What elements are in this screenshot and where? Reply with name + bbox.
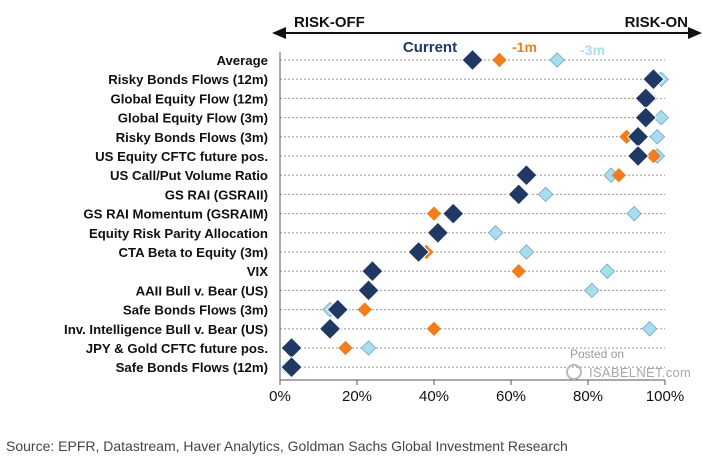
marker-series-1: [407, 240, 430, 264]
marker-series-2: [426, 206, 442, 221]
marker-series-3: [599, 263, 616, 279]
legend-label-1: Current: [403, 39, 457, 56]
category-label: Global Equity Flow (12m): [110, 91, 268, 106]
marker-series-1: [626, 125, 650, 149]
category-label: US Call/Put Volume Ratio: [110, 168, 268, 183]
category-label: Average: [216, 53, 268, 68]
marker-series-3: [584, 282, 600, 299]
x-tick-label: 80%: [573, 388, 603, 405]
category-label: Inv. Intelligence Bull v. Bear (US): [64, 322, 268, 337]
marker-series-2: [426, 321, 442, 336]
watermark-site: ISABELNET.com: [589, 365, 692, 380]
watermark-posted: Posted on: [570, 347, 625, 361]
marker-series-1: [318, 317, 342, 341]
marker-series-3: [649, 129, 666, 145]
header-risk-on: RISK-ON: [625, 14, 688, 31]
category-label: US Equity CFTC future pos.: [95, 149, 268, 164]
marker-series-1: [357, 279, 380, 302]
source-note: Source: EPFR, Datastream, Haver Analytic…: [6, 438, 568, 454]
marker-series-1: [280, 355, 303, 379]
marker-series-1: [280, 336, 303, 360]
marker-series-3: [653, 109, 669, 126]
marker-series-3: [641, 321, 658, 337]
marker-series-3: [626, 205, 642, 222]
marker-series-2: [511, 264, 526, 279]
marker-series-1: [461, 48, 484, 72]
marker-series-2: [357, 302, 372, 317]
marker-series-3: [518, 244, 535, 260]
marker-series-3: [487, 225, 504, 241]
arrow-right-icon: [688, 27, 702, 39]
x-tick-label: 40%: [419, 388, 449, 405]
category-label: Safe Bonds Flows (3m): [123, 303, 268, 318]
marker-series-1: [626, 144, 650, 168]
marker-series-1: [442, 202, 465, 225]
legend-label-2: -1m: [512, 39, 537, 55]
marker-series-1: [634, 87, 657, 110]
x-tick-label: 100%: [646, 388, 684, 405]
marker-series-1: [326, 298, 349, 321]
category-label: CTA Beta to Equity (3m): [119, 245, 268, 260]
arrow-left-icon: [272, 27, 286, 39]
marker-series-1: [642, 67, 665, 91]
watermark-logo-icon: [566, 364, 582, 380]
category-label: Global Equity Flow (3m): [118, 111, 268, 126]
header-risk-off: RISK-OFF: [294, 14, 365, 31]
x-tick-label: 60%: [496, 388, 526, 405]
category-label: VIX: [247, 264, 268, 279]
marker-series-2: [646, 148, 661, 164]
category-label: AAII Bull v. Bear (US): [136, 283, 268, 298]
category-label: Equity Risk Parity Allocation: [89, 226, 268, 241]
marker-series-1: [507, 183, 530, 206]
category-label: Risky Bonds Flows (3m): [116, 130, 268, 145]
category-label: GS RAI Momentum (GSRAIM): [83, 207, 268, 222]
marker-series-1: [515, 163, 538, 187]
marker-series-1: [361, 259, 384, 283]
legend-label-3: -3m: [580, 42, 605, 58]
category-label: Risky Bonds Flows (12m): [108, 72, 268, 87]
marker-series-1: [634, 106, 657, 129]
marker-series-2: [492, 52, 507, 68]
marker-series-1: [426, 221, 450, 245]
x-tick-label: 20%: [342, 388, 372, 405]
marker-series-3: [360, 340, 377, 356]
category-label: JPY & Gold CFTC future pos.: [86, 341, 268, 356]
marker-series-2: [611, 168, 626, 183]
marker-series-2: [619, 129, 634, 144]
category-label: Safe Bonds Flows (12m): [116, 360, 268, 375]
marker-series-3: [537, 186, 554, 203]
category-label: GS RAI (GSRAII): [165, 187, 268, 202]
marker-series-2: [338, 340, 353, 356]
marker-series-3: [549, 52, 565, 68]
x-tick-label: 0%: [269, 388, 291, 405]
